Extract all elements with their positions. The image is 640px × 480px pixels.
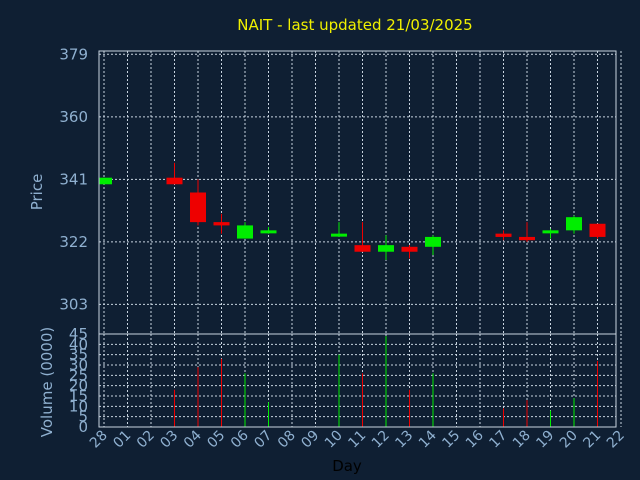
candle-body xyxy=(237,225,253,239)
candles xyxy=(99,162,606,260)
candle-06 xyxy=(237,222,253,239)
x-axis-label: Day xyxy=(332,457,362,475)
candle-17 xyxy=(495,230,512,241)
candle-body xyxy=(378,245,394,252)
x-tick-label: 01 xyxy=(110,428,134,452)
price-panel-frame xyxy=(98,50,617,335)
candle-body xyxy=(166,177,183,185)
candle-05 xyxy=(213,213,230,234)
candle-body xyxy=(425,236,441,247)
price-tick-label: 379 xyxy=(59,45,88,63)
candle-body xyxy=(99,177,112,185)
candle-12 xyxy=(378,235,394,260)
x-tick-label: 18 xyxy=(510,428,534,452)
candle-18 xyxy=(519,222,535,242)
candle-19 xyxy=(542,228,559,239)
candle-04 xyxy=(190,179,206,226)
volume-tick-label: 30 xyxy=(69,356,88,374)
volume-axis-label: Volume (0000) xyxy=(38,327,56,437)
candle-body xyxy=(589,223,606,237)
candle-13 xyxy=(401,245,418,259)
candle-body xyxy=(260,230,277,234)
candle-body xyxy=(331,233,347,237)
candle-20 xyxy=(566,215,582,234)
candle-21 xyxy=(589,223,606,239)
x-tick-label: 28 xyxy=(87,428,111,452)
volume-tick-label: 25 xyxy=(69,366,88,384)
price-tick-label: 341 xyxy=(59,170,88,188)
x-tick-label: 02 xyxy=(134,428,158,452)
volume-tick-label: 15 xyxy=(69,387,88,405)
volume-panel-frame xyxy=(98,333,617,428)
x-tick-label: 16 xyxy=(463,427,487,451)
x-tick-label: 07 xyxy=(251,428,275,452)
x-tick-label: 12 xyxy=(369,428,393,452)
candle-03 xyxy=(166,162,183,185)
candle-body xyxy=(401,246,418,252)
candle-28 xyxy=(99,177,112,185)
volume-tick-label: 20 xyxy=(69,377,88,395)
volume-grid xyxy=(99,334,622,427)
volume-tick-label: 5 xyxy=(78,408,88,426)
x-tick-label: 21 xyxy=(580,428,604,452)
x-axis-ticks: 28 01 02 03 04 05 06 07 08 09 10 11 12 13 14 15 16 17 18 19… xyxy=(87,427,628,451)
x-tick-label: 20 xyxy=(557,428,581,452)
candle-body xyxy=(542,230,559,234)
x-tick-label: 19 xyxy=(533,428,557,452)
candle-body xyxy=(495,233,512,237)
volume-bars xyxy=(174,336,598,427)
candle-body xyxy=(519,236,535,241)
candle-body xyxy=(354,245,371,252)
x-tick-label: 09 xyxy=(298,428,322,452)
x-tick-label: 11 xyxy=(345,428,369,452)
price-tick-label: 360 xyxy=(59,108,88,126)
x-tick-label: 06 xyxy=(228,427,252,451)
candle-body xyxy=(566,217,582,231)
x-tick-label: 13 xyxy=(392,428,416,452)
candle-07 xyxy=(260,227,277,234)
volume-tick-label: 10 xyxy=(69,397,88,415)
x-tick-label: 10 xyxy=(322,428,346,452)
x-tick-label: 15 xyxy=(439,428,463,452)
volume-tick-label: 0 xyxy=(78,418,88,436)
x-tick-label: 03 xyxy=(157,428,181,452)
price-axis-label: Price xyxy=(28,174,46,211)
chart-title: NAIT - last updated 21/03/2025 xyxy=(237,16,472,34)
volume-tick-label: 40 xyxy=(69,335,88,353)
volume-tick-label: 45 xyxy=(69,325,88,343)
candle-body xyxy=(213,222,230,226)
x-tick-label: 08 xyxy=(275,428,299,452)
x-tick-label: 05 xyxy=(204,428,228,452)
price-tick-label: 303 xyxy=(59,295,88,313)
candle-14 xyxy=(425,235,441,256)
price-grid xyxy=(99,51,622,334)
volume-tick-label: 35 xyxy=(69,346,88,364)
candle-10 xyxy=(331,222,347,237)
candle-11 xyxy=(354,222,371,252)
x-tick-label: 17 xyxy=(486,428,510,452)
candle-body xyxy=(190,192,206,223)
x-tick-label: 22 xyxy=(604,428,628,452)
price-tick-label: 322 xyxy=(59,233,88,251)
x-tick-label: 14 xyxy=(416,427,440,451)
x-tick-label: 04 xyxy=(181,427,205,451)
price-axis-ticks: 379 360 341 322 303 xyxy=(59,45,88,313)
